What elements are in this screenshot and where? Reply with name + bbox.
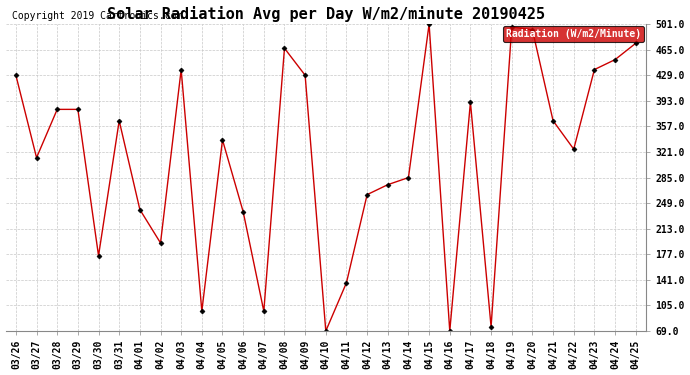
Title: Solar Radiation Avg per Day W/m2/minute 20190425: Solar Radiation Avg per Day W/m2/minute … bbox=[107, 6, 545, 21]
Text: Copyright 2019 Cartronics.com: Copyright 2019 Cartronics.com bbox=[12, 11, 182, 21]
Legend: Radiation (W/m2/Minute): Radiation (W/m2/Minute) bbox=[503, 26, 644, 42]
